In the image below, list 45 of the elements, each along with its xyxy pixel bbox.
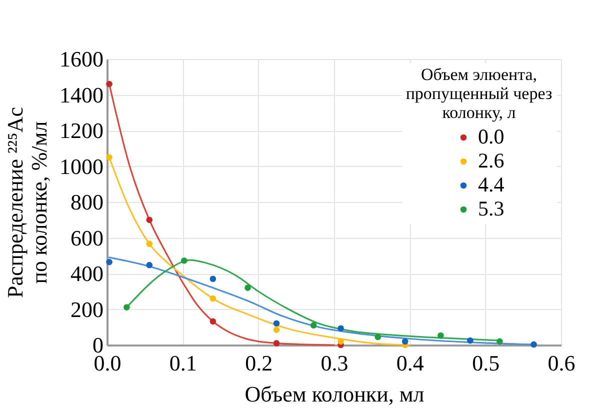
x-tick-label: 0.6 <box>548 350 576 376</box>
x-tick-label: 0.4 <box>396 350 424 376</box>
point <box>244 284 251 291</box>
point <box>273 340 280 346</box>
x-tick-label: 0.1 <box>169 350 197 376</box>
y-tick-label: 600 <box>70 225 104 250</box>
point <box>181 257 188 264</box>
point <box>210 318 216 325</box>
legend-label: 4.4 <box>478 172 505 196</box>
point <box>530 341 537 348</box>
legend-label: 5.3 <box>478 196 504 220</box>
legend-label: 2.6 <box>478 148 504 172</box>
y-axis-title: Распределение ²²⁵Ac по колонке, %/мл <box>2 106 52 298</box>
point <box>438 332 444 339</box>
point <box>106 154 112 160</box>
point <box>106 258 112 266</box>
point <box>210 295 216 302</box>
x-axis-title: Объем колонки, мл <box>244 382 424 406</box>
point <box>106 80 112 88</box>
y-tick-label: 1400 <box>60 82 104 108</box>
point <box>124 304 130 310</box>
y-tick-label: 200 <box>70 296 104 322</box>
x-tick-label: 0.2 <box>245 350 273 376</box>
y-tick-label: 1000 <box>60 154 104 179</box>
point <box>496 338 503 345</box>
y-tick-label: 800 <box>70 190 104 214</box>
point <box>338 338 344 345</box>
point <box>374 334 382 340</box>
point <box>310 322 317 328</box>
legend-title: Объем элюента, пропущенный через колонку, л <box>406 65 552 122</box>
point <box>467 337 474 344</box>
y-tick-label: 1600 <box>60 46 104 72</box>
y-tick-label: 1200 <box>60 118 104 143</box>
point <box>146 262 153 268</box>
point <box>273 326 280 333</box>
x-tick-label: 0.5 <box>472 350 500 376</box>
x-tick-label: 0.3 <box>320 350 348 376</box>
legend-label: 0.0 <box>478 124 504 148</box>
point <box>146 240 153 247</box>
point <box>146 216 153 224</box>
point <box>402 338 408 345</box>
point <box>338 325 344 332</box>
point <box>210 276 216 282</box>
point <box>273 320 280 327</box>
y-tick-label: 400 <box>70 261 104 286</box>
